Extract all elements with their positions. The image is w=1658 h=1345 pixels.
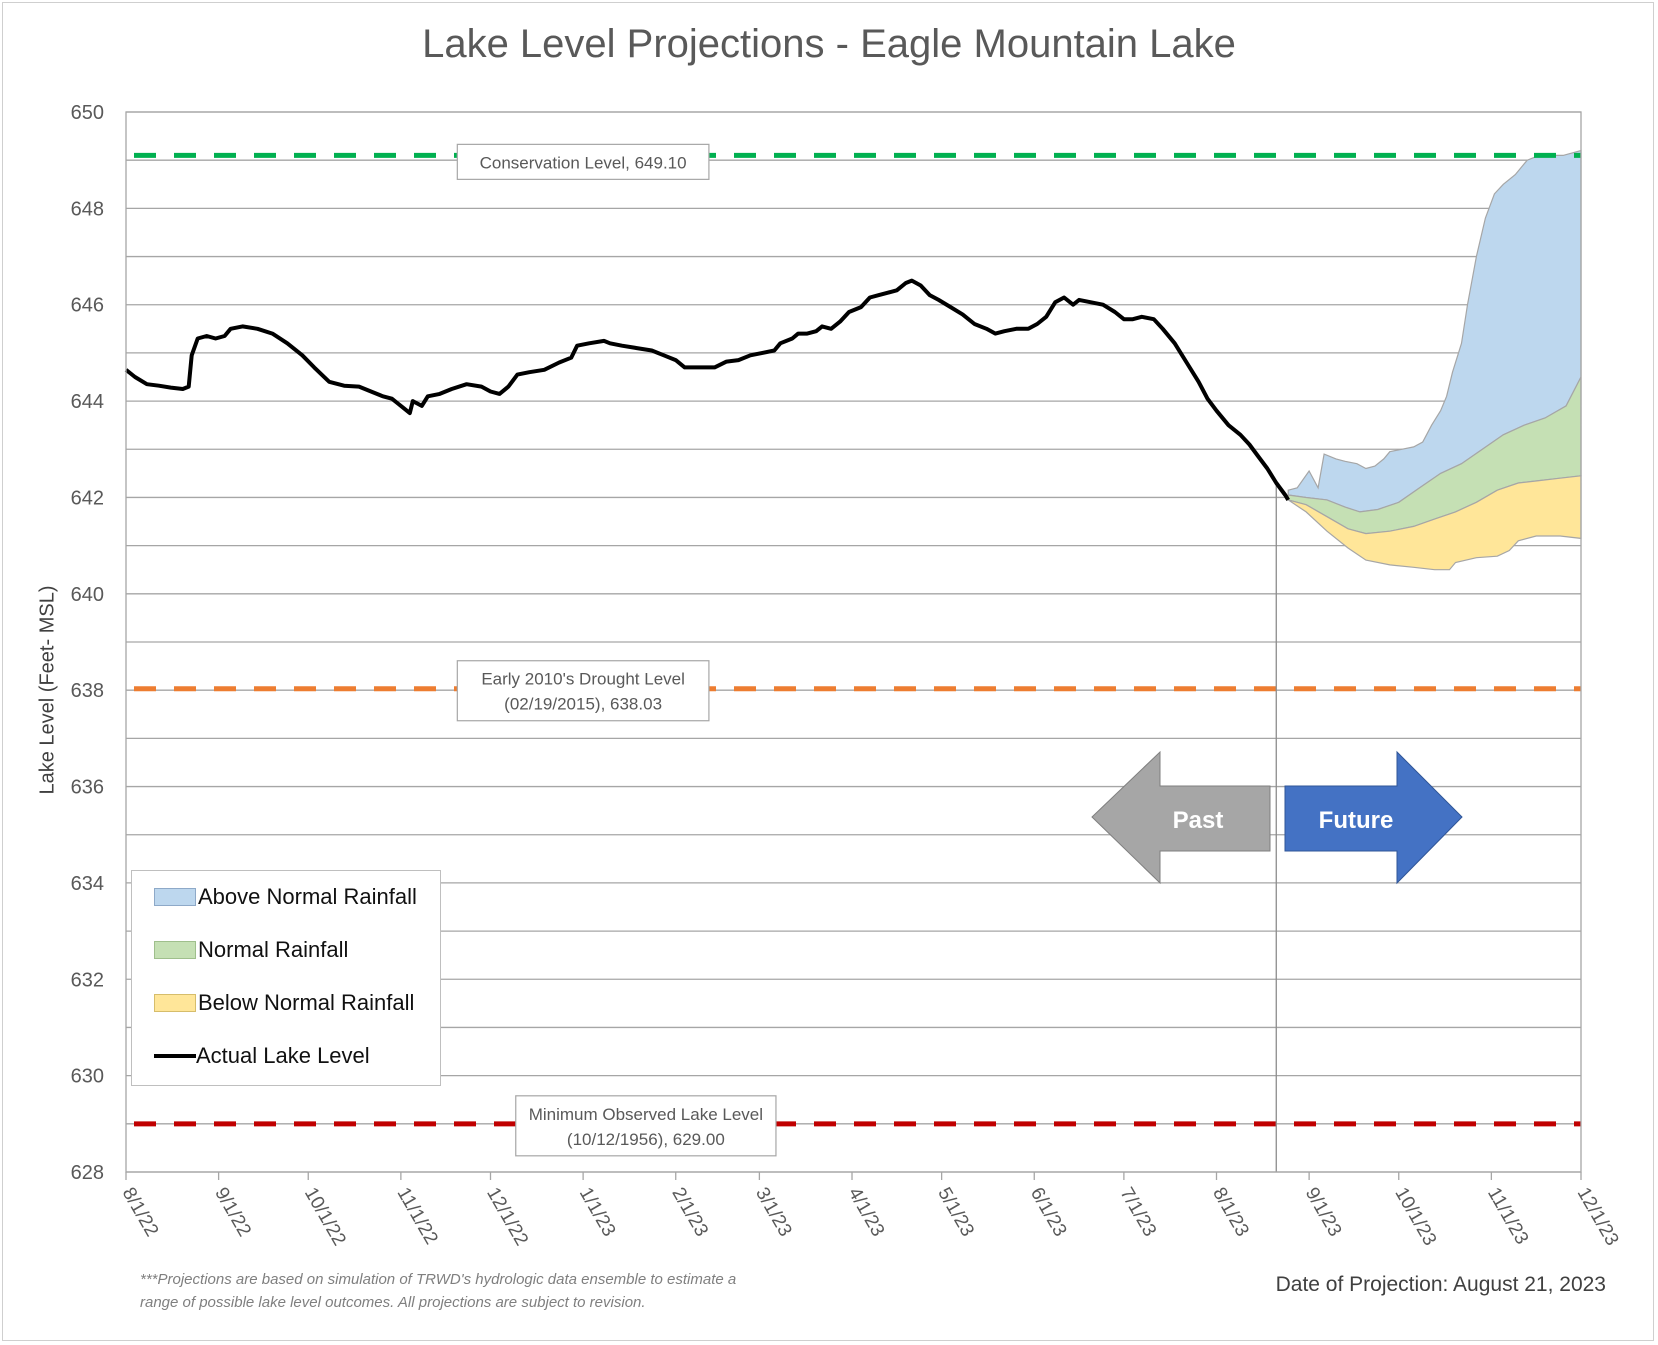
y-tick-label: 638 bbox=[71, 680, 104, 702]
reference-callout-2: Early 2010's Drought Level (02/19/2015), … bbox=[456, 660, 710, 722]
y-tick-label: 650 bbox=[71, 102, 104, 124]
legend-label-below-normal: Below Normal Rainfall bbox=[198, 990, 415, 1015]
legend-item-above-normal: Above Normal Rainfall bbox=[154, 884, 417, 910]
x-tick-label: 12/1/22 bbox=[482, 1184, 532, 1249]
x-tick-label: 4/1/23 bbox=[844, 1184, 889, 1240]
past-future-arrows: Past Future bbox=[1091, 750, 1463, 885]
actual-lake-level-line bbox=[124, 278, 1290, 501]
reference-callout-text: (10/12/1956), 629.00 bbox=[567, 1130, 725, 1149]
y-tick-label: 642 bbox=[71, 487, 104, 509]
reference-callout-text: (02/19/2015), 638.03 bbox=[504, 695, 662, 714]
reference-callout-text: Early 2010's Drought Level bbox=[481, 670, 685, 689]
y-tick-label: 634 bbox=[71, 873, 104, 895]
legend-label-above-normal: Above Normal Rainfall bbox=[198, 884, 417, 909]
legend-label-actual: Actual Lake Level bbox=[196, 1043, 370, 1068]
y-tick-label: 640 bbox=[71, 584, 104, 606]
past-arrow-label: Past bbox=[1173, 807, 1224, 834]
y-tick-label: 644 bbox=[71, 391, 104, 413]
x-tick-label: 6/1/23 bbox=[1026, 1184, 1071, 1240]
y-tick-label: 630 bbox=[71, 1066, 104, 1088]
y-tick-label: 636 bbox=[71, 777, 104, 799]
x-tick-label: 9/1/23 bbox=[1301, 1184, 1346, 1240]
legend-item-below-normal: Below Normal Rainfall bbox=[154, 990, 414, 1016]
x-tick-label: 1/1/23 bbox=[575, 1184, 620, 1240]
legend-label-normal: Normal Rainfall bbox=[198, 937, 349, 962]
legend-swatch-normal bbox=[154, 941, 196, 959]
x-axis-ticks: 8/1/22 9/1/22 10/1/22 11/1/22 12/1/22 1/1/23 2… bbox=[118, 1172, 1623, 1249]
x-tick-label: 8/1/23 bbox=[1208, 1184, 1253, 1240]
footnote-line-1: ***Projections are based on simulation o… bbox=[140, 1271, 737, 1288]
legend-swatch-above-normal bbox=[154, 888, 196, 906]
future-arrow-label: Future bbox=[1319, 807, 1394, 834]
reference-callouts: Conservation Level, 649.10 Early 2010's D… bbox=[456, 143, 777, 1157]
reference-callout-3: Minimum Observed Lake Level (10/12/1956),… bbox=[515, 1095, 777, 1157]
x-tick-label: 7/1/23 bbox=[1116, 1184, 1161, 1240]
past-arrow bbox=[1091, 750, 1271, 885]
y-axis-ticks: 628 630 632 634 636 638 640 642 644 646 648 650 bbox=[71, 102, 104, 1184]
x-tick-label: 8/1/22 bbox=[118, 1184, 163, 1240]
x-tick-label: 5/1/23 bbox=[933, 1184, 978, 1240]
area-below-normal-rainfall bbox=[1287, 475, 1582, 571]
reference-callout-1: Conservation Level, 649.10 bbox=[456, 143, 710, 180]
reference-callout-box bbox=[456, 660, 710, 722]
reference-callout-box bbox=[456, 143, 710, 180]
legend: Above Normal Rainfall Normal Rainfall Be… bbox=[131, 870, 441, 1086]
footnote-line-2: range of possible lake level outcomes. A… bbox=[140, 1294, 646, 1311]
x-tick-label: 9/1/22 bbox=[210, 1184, 255, 1240]
footnote: ***Projections are based on simulation o… bbox=[140, 1268, 736, 1314]
x-tick-label: 12/1/23 bbox=[1573, 1184, 1623, 1249]
x-tick-label: 10/1/22 bbox=[300, 1184, 350, 1249]
x-tick-label: 11/1/22 bbox=[393, 1184, 442, 1248]
actual-lake-level-series bbox=[124, 278, 1290, 501]
x-tick-label: 10/1/23 bbox=[1390, 1184, 1440, 1249]
y-tick-label: 646 bbox=[71, 295, 104, 317]
y-tick-label: 632 bbox=[71, 969, 104, 991]
plot-border bbox=[125, 111, 1582, 1173]
legend-item-normal: Normal Rainfall bbox=[154, 937, 348, 963]
reference-lines bbox=[134, 152, 1581, 1127]
future-arrow bbox=[1284, 750, 1463, 885]
chart-title: Lake Level Projections - Eagle Mountain … bbox=[422, 22, 1236, 66]
legend-item-actual: Actual Lake Level bbox=[154, 1043, 370, 1069]
x-tick-label: 3/1/23 bbox=[751, 1184, 796, 1240]
reference-callout-text: Conservation Level, 649.10 bbox=[480, 153, 687, 172]
legend-swatch-below-normal bbox=[154, 994, 196, 1012]
projection-areas bbox=[1287, 149, 1582, 571]
y-tick-label: 648 bbox=[71, 198, 104, 220]
reference-callout-text: Minimum Observed Lake Level bbox=[529, 1105, 763, 1124]
legend-swatch-actual bbox=[154, 1054, 196, 1058]
x-tick-label: 11/1/23 bbox=[1483, 1184, 1532, 1248]
x-tick-label: 2/1/23 bbox=[667, 1184, 712, 1240]
projection-date-label: Date of Projection: August 21, 2023 bbox=[1275, 1273, 1606, 1296]
reference-callout-box bbox=[515, 1095, 777, 1157]
plot-area-border bbox=[125, 111, 1582, 1173]
y-tick-label: 628 bbox=[71, 1162, 104, 1184]
